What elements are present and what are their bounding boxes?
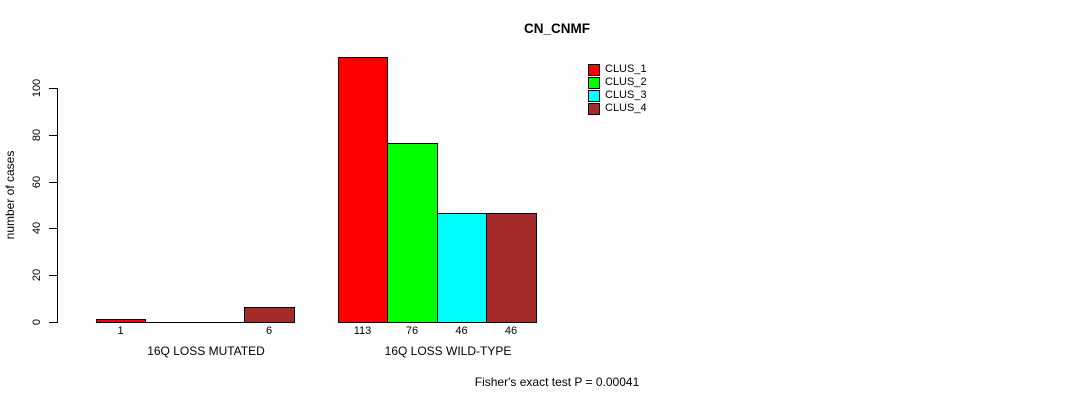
legend-item: CLUS_4 [588, 102, 647, 115]
legend-item: CLUS_1 [588, 63, 647, 76]
bar-value-label: 113 [353, 325, 372, 337]
y-axis-tick-label: 80 [31, 128, 43, 142]
y-axis-line [57, 88, 58, 323]
y-axis-tick-label: 60 [31, 175, 43, 189]
bar [387, 143, 438, 323]
bar [96, 319, 146, 323]
bar [486, 213, 537, 323]
bar-value-label: 6 [265, 325, 273, 337]
y-axis-label: number of cases [3, 150, 17, 240]
legend: CLUS_1 CLUS_2 CLUS_3 CLUS_4 [588, 63, 647, 115]
bar [244, 307, 295, 323]
x-axis-group-label: 16Q LOSS WILD-TYPE [384, 344, 512, 358]
legend-item-label: CLUS_3 [605, 89, 647, 101]
bar-value-label: 46 [504, 325, 518, 337]
legend-item-label: CLUS_1 [605, 63, 647, 75]
y-axis-tick-label: 20 [31, 268, 43, 282]
bar [195, 322, 245, 323]
legend-color-swatch [588, 63, 600, 76]
bar [338, 57, 388, 323]
y-axis-tick [49, 135, 57, 136]
bar-value-label: 76 [405, 325, 419, 337]
y-axis-tick-label: 100 [31, 78, 43, 98]
x-axis-group-label: 16Q LOSS MUTATED [147, 344, 265, 358]
y-axis-tick [49, 322, 57, 323]
legend-color-swatch [588, 89, 600, 102]
legend-item: CLUS_3 [588, 89, 647, 102]
y-axis-tick [49, 228, 57, 229]
legend-color-swatch [588, 76, 600, 89]
legend-item-label: CLUS_2 [605, 76, 647, 88]
fisher-test-annotation: Fisher's exact test P = 0.00041 [474, 375, 640, 389]
bar-value-label: 46 [455, 325, 468, 337]
chart-title: CN_CNMF [524, 21, 590, 36]
y-axis-tick-label: 0 [31, 318, 43, 326]
y-axis-tick-label: 40 [31, 221, 43, 235]
y-axis-tick [49, 275, 57, 276]
legend-item-label: CLUS_4 [605, 102, 647, 114]
legend-color-swatch [588, 102, 600, 115]
bar-value-label: 1 [117, 325, 124, 337]
y-axis-tick [49, 182, 57, 183]
y-axis-tick [49, 88, 57, 89]
bar [437, 213, 487, 323]
bar [145, 322, 196, 323]
legend-item: CLUS_2 [588, 76, 647, 89]
